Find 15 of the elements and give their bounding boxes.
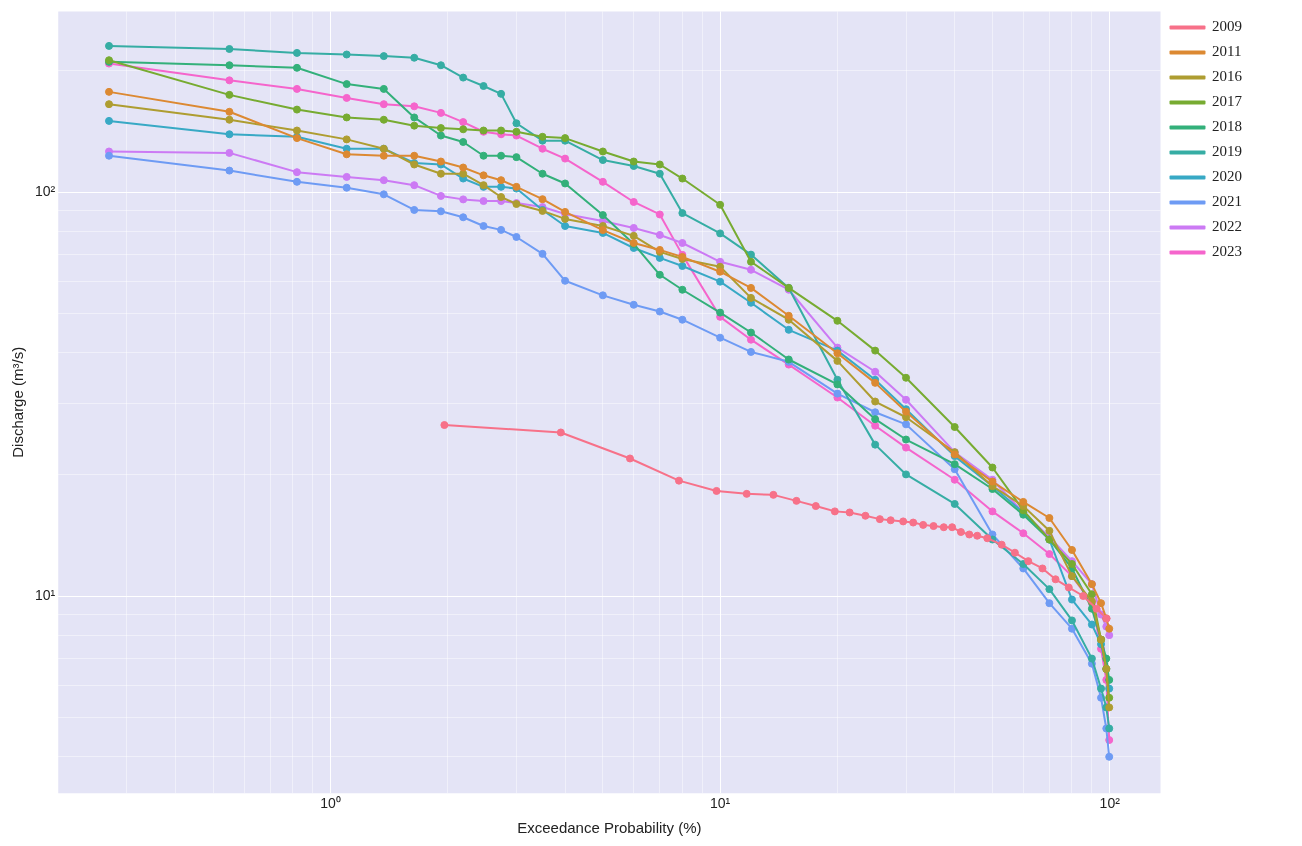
legend-label: 2017 bbox=[1212, 93, 1243, 110]
x-tick-label: 10² bbox=[1099, 795, 1121, 812]
x-tick-label: 10⁰ bbox=[320, 795, 341, 812]
x-axis-title: Exceedance Probability (%) bbox=[517, 819, 702, 837]
legend-label: 2009 bbox=[1212, 18, 1242, 35]
y-axis-title: Discharge (m³/s) bbox=[9, 346, 27, 458]
legend-label: 2021 bbox=[1212, 193, 1242, 210]
legend-label: 2020 bbox=[1212, 168, 1242, 185]
legend-label: 2022 bbox=[1212, 218, 1242, 235]
legend-label: 2018 bbox=[1212, 118, 1242, 135]
legend-label: 2023 bbox=[1212, 243, 1242, 260]
x-tick-label: 10¹ bbox=[710, 795, 731, 812]
legend-label: 2016 bbox=[1212, 68, 1243, 85]
legend-label: 2019 bbox=[1212, 143, 1242, 160]
legend-label: 2011 bbox=[1212, 43, 1242, 60]
